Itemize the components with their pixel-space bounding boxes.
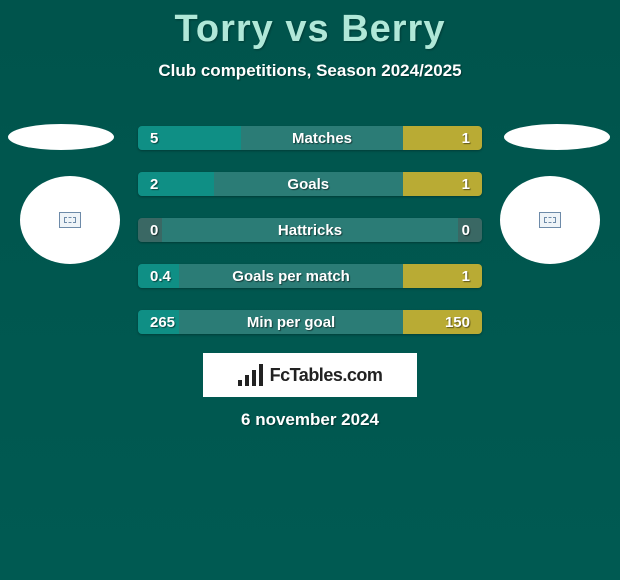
stat-row: 0.4Goals per match1 <box>138 264 482 288</box>
player-ellipse-left <box>8 124 114 150</box>
stat-row: 5Matches1 <box>138 126 482 150</box>
stat-value-left: 265 <box>138 310 179 334</box>
stat-row: 265Min per goal150 <box>138 310 482 334</box>
stat-value-right: 1 <box>403 172 482 196</box>
player-ellipse-right <box>504 124 610 150</box>
bar-chart-icon <box>238 364 264 386</box>
stat-label: Goals <box>214 172 403 196</box>
stat-label: Hattricks <box>162 218 458 242</box>
team-badge-left <box>20 176 120 264</box>
stat-value-right: 0 <box>458 218 482 242</box>
stat-row: 2Goals1 <box>138 172 482 196</box>
team-badge-right <box>500 176 600 264</box>
stat-value-right: 150 <box>403 310 482 334</box>
logo-text: FcTables.com <box>270 365 383 386</box>
stats-rows: 5Matches12Goals10Hattricks00.4Goals per … <box>138 126 482 356</box>
date: 6 november 2024 <box>0 410 620 430</box>
stat-label: Min per goal <box>179 310 403 334</box>
flag-icon <box>59 212 81 228</box>
page-title: Torry vs Berry <box>0 0 620 51</box>
stat-label: Matches <box>241 126 403 150</box>
fctables-logo: FcTables.com <box>203 353 417 397</box>
flag-icon <box>539 212 561 228</box>
subtitle: Club competitions, Season 2024/2025 <box>0 61 620 81</box>
stat-value-left: 0 <box>138 218 162 242</box>
stat-value-right: 1 <box>403 264 482 288</box>
stat-label: Goals per match <box>179 264 403 288</box>
stat-value-right: 1 <box>403 126 482 150</box>
stat-value-left: 2 <box>138 172 214 196</box>
stat-value-left: 5 <box>138 126 241 150</box>
stat-row: 0Hattricks0 <box>138 218 482 242</box>
stat-value-left: 0.4 <box>138 264 179 288</box>
